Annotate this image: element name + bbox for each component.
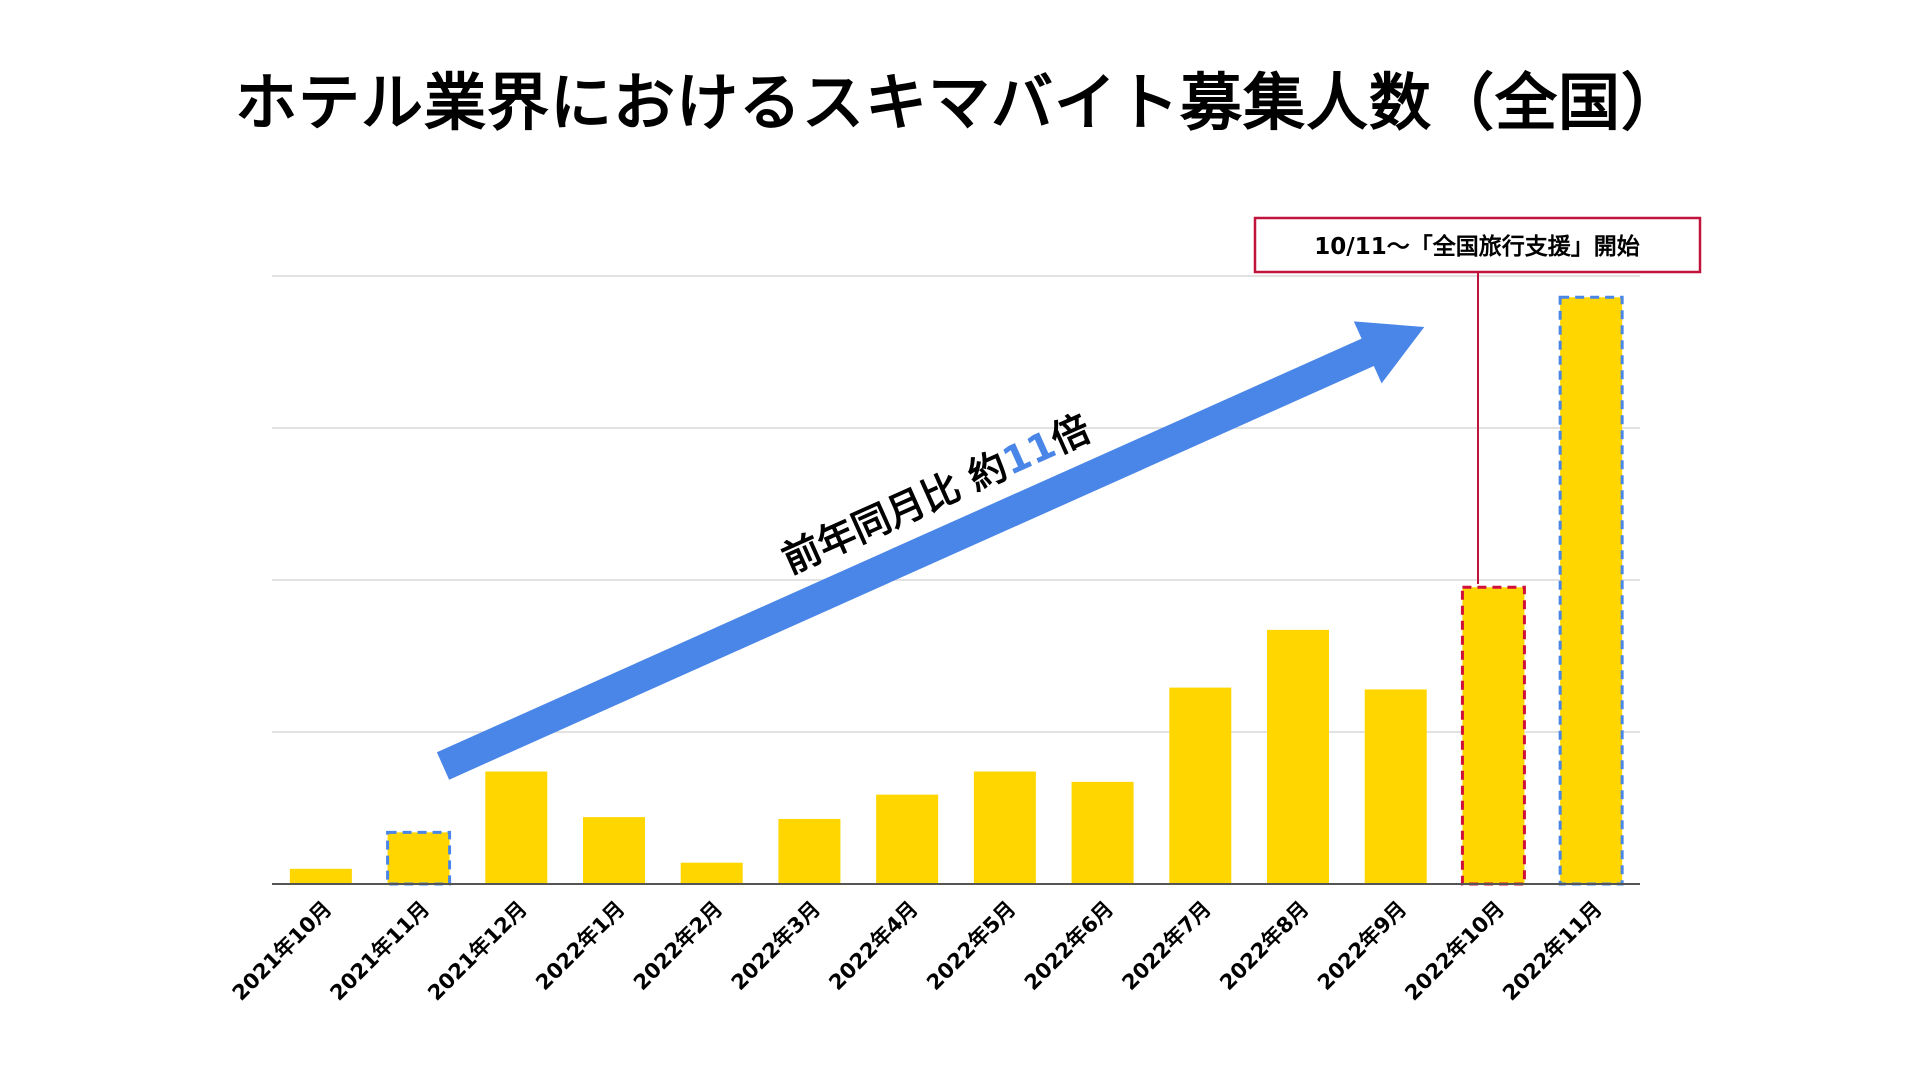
x-tick-label-1: 2021年10月 <box>228 897 337 1006</box>
bar-10 <box>1169 687 1232 884</box>
x-tick-label-11: 2022年8月 <box>1215 897 1313 995</box>
x-tick-label-8: 2022年5月 <box>922 897 1020 995</box>
x-tick-label-6: 2022年3月 <box>727 897 825 995</box>
x-tick-label-5: 2022年2月 <box>629 897 727 995</box>
bar-4 <box>583 817 645 884</box>
x-tick-label-14: 2022年11月 <box>1498 897 1607 1006</box>
bar-13 <box>1462 587 1525 884</box>
bar-highlight-13 <box>1460 585 1526 886</box>
callout-box: 10/11～「全国旅行支援」開始 <box>1253 216 1702 274</box>
bar-highlight-2 <box>386 830 452 886</box>
x-tick-label-9: 2022年6月 <box>1020 897 1118 995</box>
x-tick-label-10: 2022年7月 <box>1117 897 1215 995</box>
bar-14 <box>1560 297 1623 884</box>
x-tick-label-2: 2021年11月 <box>325 897 434 1006</box>
x-tick-label-13: 2022年10月 <box>1400 897 1509 1006</box>
x-tick-label-12: 2022年9月 <box>1313 897 1411 995</box>
bar-12 <box>1364 689 1427 884</box>
x-tick-label-4: 2022年1月 <box>531 897 629 995</box>
arrow-shape <box>436 321 1425 780</box>
bar-11 <box>1267 629 1329 884</box>
bar-6 <box>778 818 841 884</box>
x-tick-label-3: 2021年12月 <box>423 897 532 1006</box>
growth-arrow <box>436 321 1425 780</box>
x-tick-label-7: 2022年4月 <box>824 897 922 995</box>
bar-2 <box>387 832 450 884</box>
bar-8 <box>973 771 1036 884</box>
page-title: ホテル業界におけるスキマバイト募集人数（全国） <box>234 66 1684 139</box>
callout-text: 10/11～「全国旅行支援」開始 <box>1314 233 1639 260</box>
bar-5 <box>680 862 743 884</box>
bar-3 <box>485 771 548 884</box>
bar-1 <box>289 868 352 884</box>
bars <box>289 295 1624 886</box>
bar-7 <box>876 794 939 884</box>
bar-9 <box>1071 781 1134 884</box>
